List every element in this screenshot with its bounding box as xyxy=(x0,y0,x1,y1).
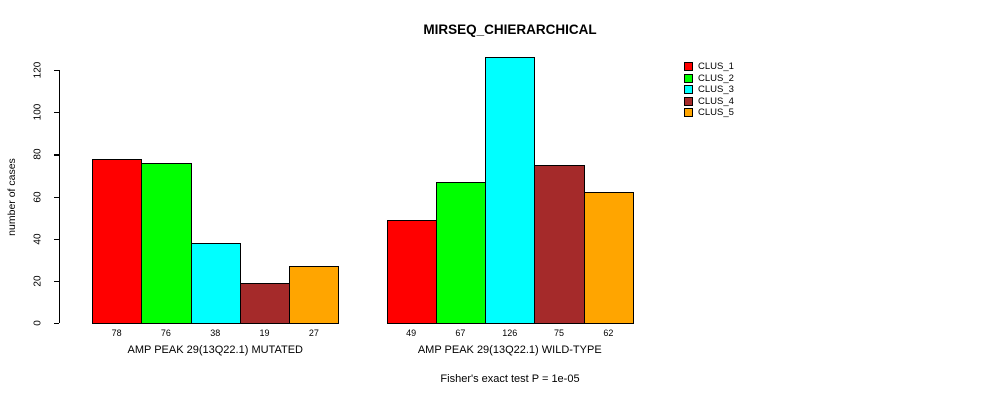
chart-title: MIRSEQ_CHIERARCHICAL xyxy=(423,22,597,37)
bar-value-label: 62 xyxy=(603,328,614,338)
legend-swatch xyxy=(684,108,693,118)
y-tick xyxy=(54,323,59,325)
legend-label: CLUS_2 xyxy=(698,72,734,84)
bar-value-label: 27 xyxy=(308,328,319,338)
bar xyxy=(239,282,291,324)
bar xyxy=(435,181,487,324)
legend-swatch xyxy=(684,85,693,95)
bar xyxy=(485,57,536,324)
group-label: AMP PEAK 29(13Q22.1) MUTATED xyxy=(127,344,303,356)
legend: CLUS_1 CLUS_2 CLUS_3 CLUS_4 CLUS_5 xyxy=(684,61,734,119)
bar xyxy=(386,219,437,324)
legend-item: CLUS_4 xyxy=(684,96,734,108)
y-tick-label: 20 xyxy=(32,275,44,287)
bar-value-label: 49 xyxy=(406,328,417,338)
bar xyxy=(289,266,340,324)
y-tick-label: 100 xyxy=(32,103,44,121)
bar-value-label: 75 xyxy=(554,328,565,338)
legend-item: CLUS_3 xyxy=(684,84,734,96)
bar-value-label: 67 xyxy=(455,328,466,338)
y-tick xyxy=(54,196,59,198)
y-tick xyxy=(54,70,59,72)
bar xyxy=(190,242,241,324)
legend-label: CLUS_5 xyxy=(698,107,734,118)
legend-label: CLUS_3 xyxy=(698,84,734,95)
legend-item: CLUS_1 xyxy=(684,61,734,73)
bar xyxy=(141,162,192,324)
fisher-test-annotation: Fisher's exact test P = 1e-05 xyxy=(440,373,580,385)
legend-item: CLUS_5 xyxy=(684,107,734,119)
y-axis-line xyxy=(59,70,61,323)
y-tick-label: 80 xyxy=(32,148,44,160)
legend-swatch xyxy=(684,62,693,72)
group-label: AMP PEAK 29(13Q22.1) WILD-TYPE xyxy=(417,344,602,356)
bar-value-label: 76 xyxy=(160,328,171,338)
y-tick-label: 60 xyxy=(32,190,44,203)
y-tick xyxy=(54,154,59,156)
legend-swatch xyxy=(684,96,693,106)
y-axis-label: number of cases xyxy=(6,158,18,236)
bar xyxy=(92,158,143,324)
y-tick-label: 40 xyxy=(32,233,44,245)
bar xyxy=(583,192,634,324)
y-tick xyxy=(54,112,59,114)
bar-value-label: 19 xyxy=(259,328,270,338)
bar-value-label: 78 xyxy=(111,328,122,338)
legend-swatch xyxy=(684,73,693,83)
y-tick xyxy=(54,280,59,283)
bar xyxy=(534,164,585,324)
legend-label: CLUS_1 xyxy=(698,61,734,72)
bar-value-label: 38 xyxy=(210,328,221,338)
y-tick-label: 120 xyxy=(32,61,44,79)
legend-label: CLUS_4 xyxy=(698,95,734,107)
y-tick-label: 0 xyxy=(32,320,44,326)
bar-value-label: 126 xyxy=(502,328,518,338)
y-tick xyxy=(54,238,59,240)
legend-item: CLUS_2 xyxy=(684,73,734,85)
